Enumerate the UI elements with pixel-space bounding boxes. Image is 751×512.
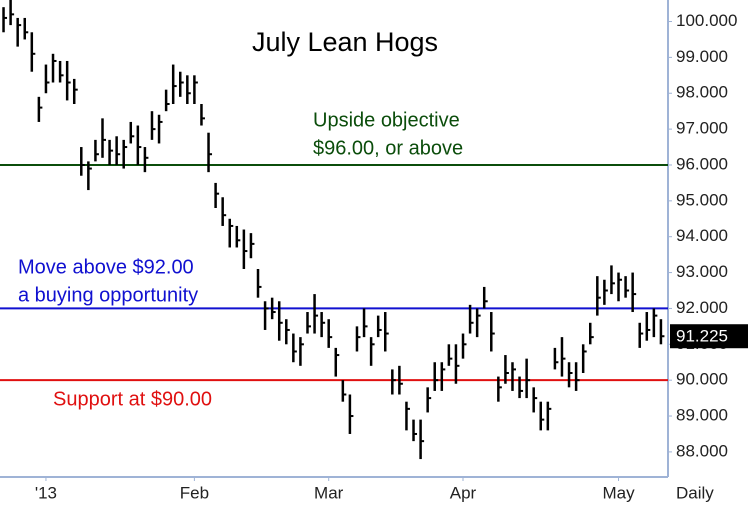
annotation: Move above $92.00 [18,256,194,278]
y-tick-label: 93.000 [676,262,728,281]
y-tick-label: 95.000 [676,190,728,209]
y-tick-label: 92.000 [676,298,728,317]
y-tick-label: 88.000 [676,441,728,460]
price-marker [670,324,748,349]
x-tick-label: Feb [180,483,209,502]
y-tick-label: 100.000 [676,11,737,30]
y-tick-label: 89.000 [676,406,728,425]
y-tick-label: 96.000 [676,154,728,173]
annotation: Support at $90.00 [53,388,212,410]
y-tick-label: 90.000 [676,370,728,389]
y-tick-label: 99.000 [676,47,728,66]
x-tick-label: Mar [314,483,344,502]
annotation: a buying opportunity [18,284,198,306]
annotation: $96.00, or above [313,137,463,159]
x-tick-label: '13 [35,483,57,502]
y-tick-label: 98.000 [676,83,728,102]
period-label: Daily [676,483,714,502]
chart-title: July Lean Hogs [252,27,438,57]
price-marker-label: 91.225 [676,327,728,346]
y-tick-label: 94.000 [676,226,728,245]
x-tick-label: Apr [450,483,477,502]
y-tick-label: 97.000 [676,119,728,138]
annotation: Upside objective [313,109,460,131]
x-tick-label: May [602,483,635,502]
